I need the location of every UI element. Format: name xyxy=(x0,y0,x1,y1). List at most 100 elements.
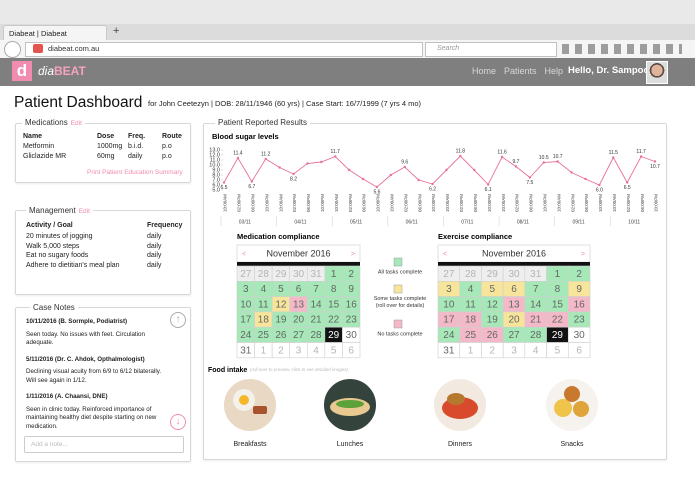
nav-link[interactable]: Patients xyxy=(504,66,537,76)
day-number: 1 xyxy=(468,345,474,356)
day-number: 5 xyxy=(331,345,337,356)
food-label: Lunches xyxy=(337,441,364,448)
day-number: 22 xyxy=(328,315,340,326)
legend-label: All tasks complete xyxy=(378,269,422,275)
date-label: 09/11 xyxy=(572,219,584,225)
day-number: 17 xyxy=(240,315,252,326)
point xyxy=(542,161,545,164)
x-tick-label: 06:00PM xyxy=(640,194,645,212)
weekday-bar xyxy=(438,262,590,266)
day-number: 16 xyxy=(574,299,586,310)
back-button[interactable] xyxy=(4,41,21,58)
day-cell[interactable] xyxy=(342,342,361,359)
data-label: 6.5 xyxy=(221,185,228,191)
y-tick-label: 12.0 xyxy=(209,152,220,158)
day-number: 20 xyxy=(293,315,305,326)
day-number: 4 xyxy=(468,284,474,295)
legend-swatch xyxy=(393,257,403,267)
day-number: 23 xyxy=(346,315,358,326)
day-number: 19 xyxy=(487,315,499,326)
table-cell: Adhere to dietitian's meal plan xyxy=(26,261,120,269)
data-label: 9.6 xyxy=(401,159,408,165)
line xyxy=(223,155,656,188)
point xyxy=(292,172,295,176)
x-tick-label: 10:00PM xyxy=(376,194,381,212)
day-cell[interactable] xyxy=(567,342,591,359)
table-cell: p.o xyxy=(162,152,172,160)
data-label: 11.6 xyxy=(497,149,507,155)
x-tick-label: 10:00AM xyxy=(278,194,283,212)
day-number: 8 xyxy=(555,284,561,295)
point xyxy=(445,168,448,172)
nav-link[interactable]: Home xyxy=(472,66,497,76)
day-number: 29 xyxy=(552,330,564,341)
tab[interactable]: Diabeat | Diabeat xyxy=(3,25,107,40)
day-number: 30 xyxy=(574,330,586,341)
note-input[interactable]: Add a note... xyxy=(24,436,184,453)
scroll-up[interactable]: ↑ xyxy=(170,312,186,328)
day-number: 28 xyxy=(258,269,270,280)
new-tab[interactable]: + xyxy=(113,25,120,37)
day-number: 2 xyxy=(278,345,284,356)
point xyxy=(417,178,420,182)
logo[interactable]: diaBEAT xyxy=(38,63,86,79)
day-number: 14 xyxy=(311,299,323,310)
next-month[interactable]: > xyxy=(351,251,355,258)
scroll-down[interactable]: ↓ xyxy=(170,414,186,430)
y-tick-label: 10.0 xyxy=(209,162,220,168)
table-cell: p.o xyxy=(162,143,172,150)
avatar[interactable] xyxy=(646,61,668,84)
table-cell: Metformin xyxy=(23,143,55,150)
point xyxy=(222,181,226,184)
legend-label: No tasks complete xyxy=(377,331,422,337)
x-tick-label: 10:00PM xyxy=(654,194,659,212)
prev-month[interactable]: < xyxy=(242,251,246,258)
edit-link[interactable]: Edit xyxy=(78,208,90,215)
nav-link[interactable]: Help xyxy=(544,66,564,76)
day-number: 10 xyxy=(443,299,455,310)
point xyxy=(598,183,601,187)
url-field[interactable] xyxy=(25,42,423,57)
data-label: 6.7 xyxy=(248,184,255,190)
table-cell: 60mg xyxy=(97,152,115,160)
toolbar-icons[interactable] xyxy=(562,44,682,54)
x-tick-label: 06:00PM xyxy=(306,194,311,212)
next-month[interactable]: > xyxy=(581,251,585,258)
legend-line: (roll over for details) xyxy=(376,303,425,309)
day-number: 7 xyxy=(533,284,539,295)
note-body: Seen today. No issues with feet. Circula… xyxy=(26,330,145,347)
day-number: 18 xyxy=(258,315,270,326)
day-number: 3 xyxy=(511,345,517,356)
note-heading: 1/11/2016 (A. Chaansi, DNE) xyxy=(26,393,108,400)
snacks-image[interactable] xyxy=(544,377,600,433)
prev-month[interactable]: < xyxy=(443,251,447,258)
y-tick-label: 6.0 xyxy=(212,182,220,188)
x-tick-label: 10:00AM xyxy=(390,194,395,212)
x-tick-label: 10:00PM xyxy=(320,194,325,212)
day-number: 10 xyxy=(240,299,252,310)
management-panel xyxy=(15,210,191,295)
day-number: 6 xyxy=(348,345,354,356)
point xyxy=(486,183,490,186)
day-number: 31 xyxy=(311,269,323,280)
y-tick-label: 11.0 xyxy=(210,157,220,163)
day-number: 5 xyxy=(490,284,496,295)
day-number: 1 xyxy=(331,269,337,280)
y-tick-label: 9.0 xyxy=(212,167,220,173)
print-link[interactable]: Print Patient Education Summary xyxy=(87,169,183,176)
edit-link[interactable]: Edit xyxy=(70,120,82,127)
x-tick-label: 06:00PM xyxy=(250,194,255,212)
date-label: 03/11 xyxy=(239,219,251,225)
point xyxy=(500,155,504,159)
day-number: 12 xyxy=(275,299,287,310)
logo-icon[interactable]: d xyxy=(12,61,32,81)
date-label: 07/11 xyxy=(461,219,473,225)
data-label: 11.8 xyxy=(456,148,466,154)
point xyxy=(612,156,615,159)
calendar-title: Medication compliance xyxy=(237,232,320,241)
bowl xyxy=(573,401,589,417)
day-number: 28 xyxy=(311,330,323,341)
search-field[interactable] xyxy=(425,42,557,57)
logo-suffix: BEAT xyxy=(54,64,86,78)
page-title: Patient Dashboard xyxy=(14,94,143,111)
